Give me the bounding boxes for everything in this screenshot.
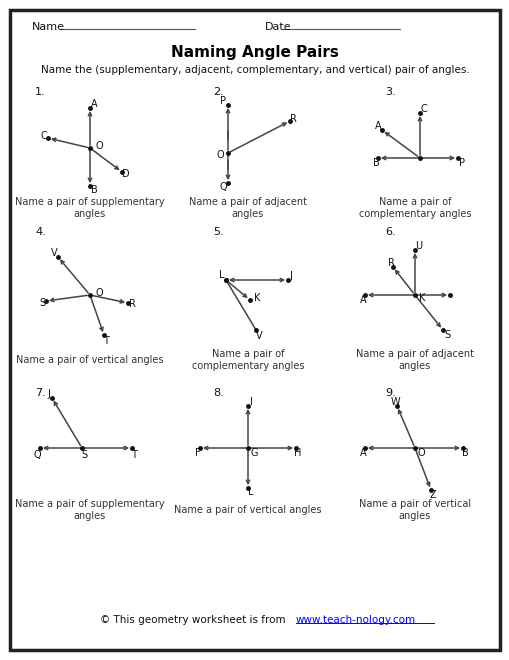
Text: T: T [131, 450, 137, 460]
Text: R: R [128, 299, 135, 309]
Text: www.teach-nology.com: www.teach-nology.com [295, 615, 415, 625]
Text: U: U [415, 241, 422, 251]
Text: P: P [219, 96, 225, 106]
Text: 4.: 4. [35, 227, 46, 237]
Text: V: V [50, 248, 57, 258]
Text: Name a pair of supplementary
angles: Name a pair of supplementary angles [15, 499, 164, 521]
Text: J: J [47, 389, 50, 399]
Text: L: L [219, 270, 224, 280]
Text: O: O [96, 288, 103, 298]
Text: 9.: 9. [384, 388, 395, 398]
Text: Naming Angle Pairs: Naming Angle Pairs [171, 44, 338, 59]
Text: Name a pair of adjacent
angles: Name a pair of adjacent angles [189, 197, 306, 219]
Text: J: J [289, 271, 292, 281]
Text: Name a pair of supplementary
angles: Name a pair of supplementary angles [15, 197, 164, 219]
Text: Z: Z [429, 490, 436, 500]
Text: O: O [417, 448, 425, 458]
Text: B: B [372, 158, 379, 168]
Text: S: S [39, 298, 45, 308]
Text: V: V [255, 331, 262, 341]
Text: Name a pair of vertical angles: Name a pair of vertical angles [16, 355, 163, 365]
Text: T: T [103, 336, 109, 346]
Text: P: P [458, 158, 464, 168]
Text: C: C [420, 104, 427, 114]
Text: Q: Q [219, 182, 227, 192]
Text: A: A [374, 121, 381, 131]
Text: 1.: 1. [35, 87, 45, 97]
Text: A: A [359, 295, 365, 305]
Text: Name a pair of vertical angles: Name a pair of vertical angles [174, 505, 321, 515]
Text: Name: Name [32, 22, 65, 32]
Text: 2.: 2. [213, 87, 223, 97]
Text: R: R [387, 258, 393, 268]
Text: K: K [418, 293, 425, 303]
Text: 5.: 5. [213, 227, 223, 237]
Text: S: S [81, 450, 87, 460]
Text: 3.: 3. [384, 87, 395, 97]
Text: R: R [289, 114, 296, 124]
Text: O: O [216, 150, 223, 160]
Text: F: F [195, 448, 201, 458]
Text: S: S [443, 330, 449, 340]
Text: O: O [96, 141, 103, 151]
Text: 8.: 8. [213, 388, 223, 398]
Text: G: G [250, 448, 258, 458]
Text: © This geometry worksheet is from: © This geometry worksheet is from [100, 615, 288, 625]
Text: Name the (supplementary, adjacent, complementary, and vertical) pair of angles.: Name the (supplementary, adjacent, compl… [41, 65, 468, 75]
Text: Name a pair of
complementary angles: Name a pair of complementary angles [358, 197, 470, 219]
Text: A: A [359, 448, 365, 458]
Text: 7.: 7. [35, 388, 46, 398]
Text: 6.: 6. [384, 227, 395, 237]
Text: D: D [122, 169, 130, 179]
Text: L: L [248, 487, 253, 497]
Text: Q: Q [33, 450, 41, 460]
Text: B: B [461, 448, 467, 458]
Text: W: W [389, 397, 399, 407]
Text: Date: Date [265, 22, 291, 32]
Text: I: I [249, 397, 252, 407]
Text: H: H [294, 448, 301, 458]
Text: Name a pair of adjacent
angles: Name a pair of adjacent angles [355, 349, 473, 371]
Text: K: K [253, 293, 260, 303]
Text: Name a pair of
complementary angles: Name a pair of complementary angles [191, 349, 304, 371]
Text: Name a pair of vertical
angles: Name a pair of vertical angles [358, 499, 470, 521]
Text: B: B [91, 185, 97, 195]
Text: A: A [91, 99, 97, 109]
Text: C: C [41, 131, 47, 141]
